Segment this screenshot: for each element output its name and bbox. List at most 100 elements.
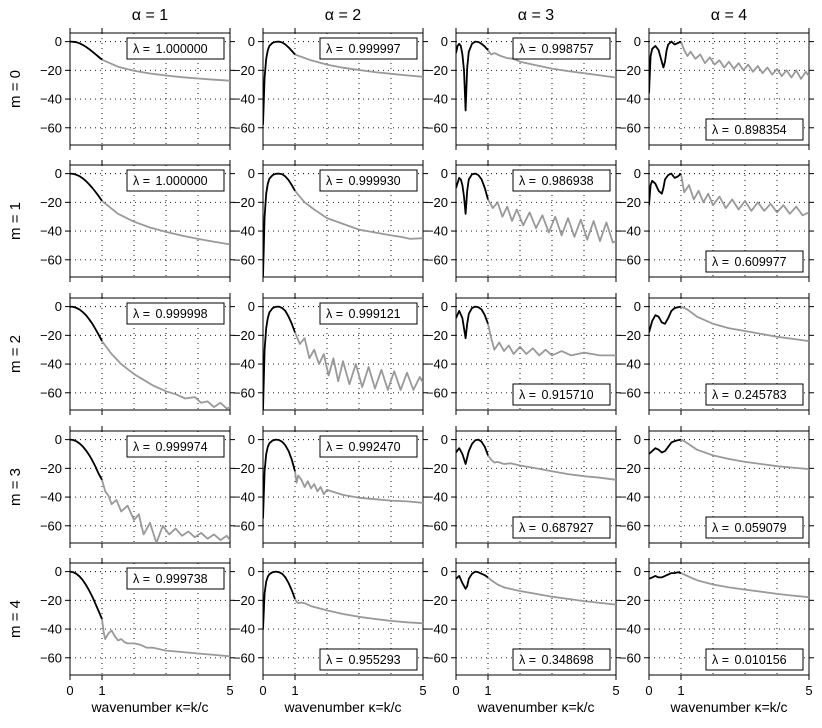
y-tick-label: −60 xyxy=(426,650,448,665)
y-tick-label: 0 xyxy=(441,34,448,49)
lambda-value: 0.999997 xyxy=(349,42,401,56)
lambda-label-box xyxy=(126,37,225,60)
lambda-label: λ = 0.245783 xyxy=(712,388,787,402)
series-line-outside-band xyxy=(101,618,230,658)
lambda-value: 1.000000 xyxy=(156,42,208,56)
y-tick-label: 0 xyxy=(634,564,641,579)
y-tick-label: 0 xyxy=(441,432,448,447)
series-line-outside-band xyxy=(294,53,423,78)
y-tick-label: −20 xyxy=(619,328,641,343)
y-tick-label: 0 xyxy=(441,299,448,314)
y-tick-label: −60 xyxy=(40,385,62,400)
series-line-outside-band xyxy=(487,576,616,606)
lambda-prefix: λ = xyxy=(326,42,347,56)
series-line-outside-band xyxy=(101,58,230,82)
lambda-label: λ = 0.998757 xyxy=(519,42,594,56)
lambda-label: λ = 0.999974 xyxy=(133,440,208,454)
y-tick-label: −60 xyxy=(233,650,255,665)
lambda-value: 0.999998 xyxy=(156,307,208,321)
y-tick-label: 0 xyxy=(441,564,448,579)
y-tick-label: −40 xyxy=(233,622,255,637)
y-tick-label: −40 xyxy=(619,490,641,505)
y-tick-label: −20 xyxy=(40,195,62,210)
panel-r2-c1: 0 −20 −40 −60 λ = 0.999121 xyxy=(233,293,428,415)
row-title: m = 3 xyxy=(7,468,24,506)
y-tick-label: 0 xyxy=(55,299,62,314)
lambda-label-box xyxy=(126,567,225,590)
column-title: α = 2 xyxy=(325,7,361,24)
lambda-label: λ = 0.999738 xyxy=(133,572,208,586)
lambda-label-box xyxy=(319,302,418,325)
lambda-prefix: λ = xyxy=(519,521,540,535)
lambda-value: 0.986938 xyxy=(542,174,594,188)
lambda-value: 0.999930 xyxy=(349,174,401,188)
panel-r4-c1: 0 −20 −40 −60 λ = 0.955293 0 1 5 wavenumber κ=k/… xyxy=(233,558,428,715)
series-line-inside-band xyxy=(456,305,489,340)
lambda-label-box xyxy=(126,169,225,192)
axes-frame xyxy=(262,430,424,544)
axes-frame xyxy=(648,562,810,676)
y-tick-label: −60 xyxy=(619,518,641,533)
y-tick-label: −20 xyxy=(426,328,448,343)
lambda-value: 0.687927 xyxy=(542,521,594,535)
lambda-prefix: λ = xyxy=(519,653,540,667)
axes-frame xyxy=(455,164,617,278)
series-line-outside-band xyxy=(680,572,809,599)
y-tick-label: −60 xyxy=(619,650,641,665)
lambda-label: λ = 0.999997 xyxy=(326,42,401,56)
y-tick-label: −20 xyxy=(233,461,255,476)
lambda-label: λ = 0.348698 xyxy=(519,653,594,667)
lambda-label-box xyxy=(319,435,418,458)
series-line-outside-band xyxy=(487,49,616,79)
y-tick-label: −20 xyxy=(233,195,255,210)
x-tick-label: 1 xyxy=(98,683,105,698)
series-line-outside-band xyxy=(101,479,230,543)
lambda-value: 0.999738 xyxy=(156,572,208,586)
y-tick-label: −60 xyxy=(426,252,448,267)
y-tick-label: 0 xyxy=(55,166,62,181)
y-tick-label: 0 xyxy=(248,166,255,181)
lambda-label-box xyxy=(705,648,804,671)
series-line-inside-band xyxy=(649,438,682,455)
lambda-label: λ = 0.992470 xyxy=(326,440,401,454)
y-tick-label: −40 xyxy=(40,224,62,239)
axes-frame xyxy=(69,164,231,278)
axes-frame xyxy=(262,164,424,278)
series-line-outside-band xyxy=(680,305,809,342)
y-tick-label: −40 xyxy=(619,224,641,239)
series-line-inside-band xyxy=(263,570,296,630)
y-tick-label: −60 xyxy=(40,120,62,135)
lambda-label-box xyxy=(705,250,804,273)
y-tick-label: −60 xyxy=(40,252,62,267)
x-tick-label: 5 xyxy=(612,683,619,698)
y-tick-label: −60 xyxy=(233,252,255,267)
lambda-prefix: λ = xyxy=(519,42,540,56)
x-tick-label: 5 xyxy=(226,683,233,698)
series-line-outside-band xyxy=(487,454,616,481)
lambda-label: λ = 1.000000 xyxy=(133,174,208,188)
lambda-label-box xyxy=(512,169,611,192)
lambda-label: λ = 0.999930 xyxy=(326,174,401,188)
y-tick-label: −20 xyxy=(426,63,448,78)
y-tick-label: −20 xyxy=(619,593,641,608)
lambda-label: λ = 0.915710 xyxy=(519,388,594,402)
y-tick-label: −40 xyxy=(233,224,255,239)
x-tick-label: 5 xyxy=(805,683,812,698)
y-tick-label: −60 xyxy=(426,385,448,400)
axes-frame xyxy=(455,297,617,411)
lambda-label: λ = 0.986938 xyxy=(519,174,594,188)
panel-r1-c0: 0 −20 −40 −60 λ = 1.000000 xyxy=(40,160,235,282)
series-line-outside-band xyxy=(294,598,423,625)
series-line-outside-band xyxy=(680,438,809,470)
lambda-label: λ = 0.999121 xyxy=(326,307,401,321)
y-tick-label: 0 xyxy=(441,166,448,181)
axes-frame xyxy=(455,32,617,146)
panel-r4-c3: 0 −20 −40 −60 λ = 0.010156 0 1 5 wavenumber κ=k/… xyxy=(619,558,814,715)
y-tick-label: −20 xyxy=(426,593,448,608)
x-tick-label: 5 xyxy=(419,683,426,698)
lambda-prefix: λ = xyxy=(519,388,540,402)
series-line-outside-band xyxy=(294,332,423,391)
series-line-inside-band xyxy=(263,305,296,410)
series-line-outside-band xyxy=(294,471,423,504)
column-title: α = 3 xyxy=(518,7,554,24)
